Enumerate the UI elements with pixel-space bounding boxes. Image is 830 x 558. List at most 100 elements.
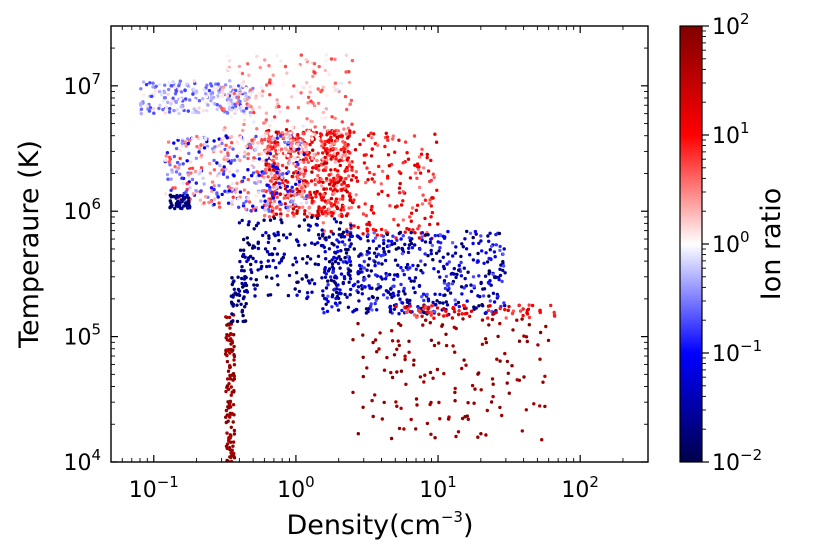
data-point-cold-dark-red (422, 380, 426, 384)
data-point-cold-dark-red (432, 343, 437, 348)
data-point-hot-white-pink (257, 91, 262, 96)
data-point-cold-dark-red (470, 383, 475, 388)
data-point-ridge-red (386, 138, 390, 142)
data-point-cold-dark-red (433, 436, 437, 440)
data-point-hot-white-pink (303, 148, 307, 152)
data-point-warm-mixed-band (232, 158, 237, 162)
data-point-warm-mixed-band (166, 140, 171, 144)
data-point-hot-white-pink (302, 142, 306, 146)
data-point-dense-boundary-red (461, 303, 466, 308)
data-point-ridge-red (352, 130, 356, 134)
data-point-cold-dark-red (538, 404, 542, 408)
data-point-hot-white-pink (320, 116, 324, 120)
data-point-dense-blue-band (360, 292, 364, 296)
data-point-warm-red-core (263, 213, 267, 218)
data-point-warm-red-core (344, 214, 349, 218)
data-point-dense-blue-band (396, 263, 400, 267)
data-point-vertical-stream-top (235, 303, 239, 307)
y-axis-label: Temperaure (K) (14, 140, 45, 349)
data-point-ridge-red (325, 147, 329, 151)
data-point-dense-boundary-red (457, 309, 461, 313)
data-point-warm-mixed-band (242, 188, 247, 192)
data-point-dense-blue-band (488, 231, 492, 235)
data-point-dense-blue-band (442, 279, 447, 283)
data-point-warm-mixed-band (286, 205, 290, 209)
data-point-dense-blue-band (445, 303, 450, 307)
data-point-dense-blue-band (393, 258, 398, 262)
data-point-warm-red-core (329, 196, 334, 201)
data-point-warm-mixed-band (271, 206, 275, 210)
data-point-warm-red-core (310, 170, 314, 174)
data-point-warm-red-core (303, 179, 307, 183)
data-point-cold-dark-red (479, 432, 483, 436)
data-point-hot-white-pink (293, 156, 297, 160)
data-point-warm-mixed-band (182, 182, 186, 186)
data-point-blue-knot (171, 194, 176, 199)
data-point-cold-dark-red (451, 344, 455, 348)
data-point-hot-white-pink (263, 58, 267, 62)
data-point-dense-blue-band (438, 301, 442, 305)
data-point-dense-blue-band (497, 277, 501, 282)
data-point-cold-dark-red (414, 397, 419, 401)
data-point-dense-blue-band (364, 307, 369, 311)
data-point-warm-red-core (329, 168, 333, 172)
data-point-dense-blue-band (455, 272, 459, 277)
data-point-dense-blue-band (332, 279, 336, 283)
data-point-blue-knot (176, 204, 181, 208)
data-point-warm-red-core (341, 140, 345, 144)
data-point-dense-blue-band (465, 299, 469, 303)
data-point-dense-blue-band (388, 272, 392, 277)
data-point-warm-red-core (349, 178, 354, 182)
data-point-warm-mixed-band (265, 183, 269, 187)
data-point-dense-blue-band (362, 259, 366, 264)
data-point-hot-white-pink (299, 53, 303, 57)
data-point-ridge-red (354, 170, 358, 174)
data-point-hot-white-pink (333, 116, 337, 121)
data-point-mid-dark-blue (256, 268, 260, 272)
data-point-hot-diffuse-blue-white (243, 91, 247, 96)
data-point-warm-red-core (272, 199, 277, 203)
data-point-ridge-red (366, 133, 371, 138)
data-point-ridge-red (321, 221, 325, 225)
data-point-cold-dark-red (522, 334, 526, 338)
data-point-ridge-red (335, 151, 340, 156)
data-point-ridge-red (408, 215, 412, 219)
data-point-dense-blue-band (433, 233, 437, 238)
data-point-dense-blue-band (348, 277, 353, 281)
data-point-hot-white-pink (253, 114, 258, 119)
data-point-cold-dark-red (538, 357, 542, 361)
data-point-warm-mixed-band (293, 192, 297, 197)
data-point-blue-knot (173, 206, 177, 211)
data-point-hot-diffuse-blue-white (231, 102, 235, 106)
data-point-dense-blue-band (425, 292, 429, 297)
data-point-cold-dark-red (403, 357, 407, 362)
data-point-ridge-red (323, 142, 327, 147)
data-point-dense-blue-band (396, 293, 400, 297)
data-point-warm-red-core (336, 173, 340, 177)
data-point-hot-diffuse-blue-white (204, 92, 208, 96)
data-point-cold-dark-red (498, 359, 502, 363)
data-point-dense-blue-band (471, 258, 476, 262)
data-point-hot-diffuse-blue-white (227, 107, 231, 112)
data-point-cold-dark-red (532, 402, 536, 406)
data-point-hot-white-pink (285, 119, 290, 123)
data-point-mid-dark-blue (276, 283, 280, 287)
data-point-cold-dark-red (382, 400, 386, 405)
data-point-dense-blue-band (450, 241, 455, 245)
data-point-warm-mixed-band (170, 170, 174, 174)
data-point-dense-blue-band (409, 230, 413, 235)
data-point-warm-mixed-band (251, 171, 256, 175)
data-point-hot-white-pink (257, 105, 262, 109)
data-point-cold-dark-red (480, 342, 485, 346)
data-point-hot-white-pink (344, 120, 348, 124)
data-point-warm-red-core (316, 211, 320, 215)
data-point-warm-mixed-band (280, 172, 285, 176)
data-point-ridge-red (415, 203, 420, 207)
data-point-dense-blue-band (482, 287, 487, 291)
data-point-warm-mixed-band (231, 187, 235, 191)
data-point-ridge-red (435, 188, 439, 192)
data-point-cold-dark-red (351, 338, 355, 342)
data-point-dense-blue-band (356, 290, 360, 295)
data-point-dense-blue-band (457, 268, 461, 272)
data-point-blue-knot (180, 206, 184, 211)
